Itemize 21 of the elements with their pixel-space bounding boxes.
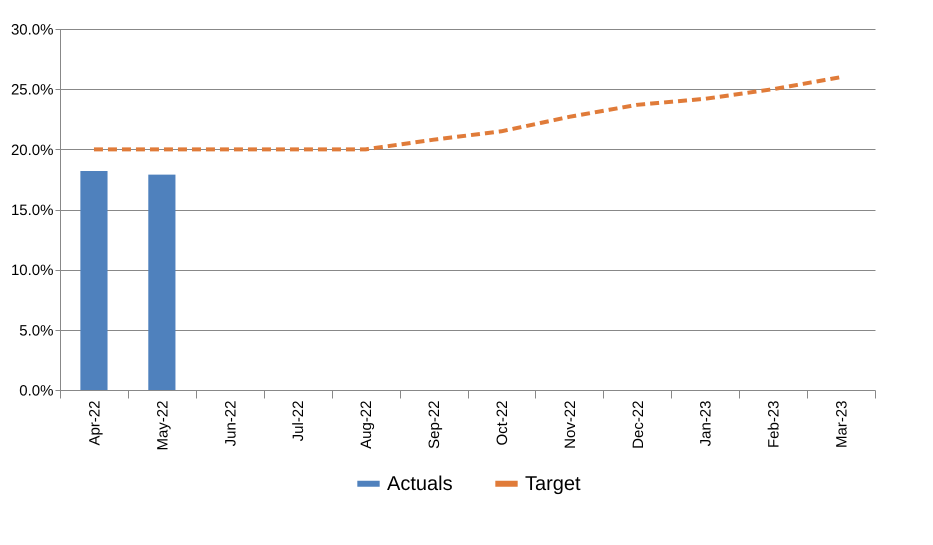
y-tick-label: 30.0%	[10, 22, 54, 38]
y-tick-label: 20.0%	[10, 142, 54, 159]
y-tick-label: 25.0%	[10, 82, 54, 99]
legend-label: Target	[525, 472, 582, 495]
x-tick-label: Aug-22	[358, 400, 376, 449]
x-tick-label: Jul-22	[290, 400, 308, 442]
y-tick-label: 10.0%	[10, 262, 54, 280]
x-tick-label: Mar-23	[834, 400, 851, 448]
x-tick-label: Jan-23	[698, 400, 715, 446]
x-tick-label: Sep-22	[426, 400, 444, 449]
x-tick-label: Jun-22	[222, 400, 240, 446]
x-tick-label: Oct-22	[494, 400, 511, 446]
x-tick-label: Feb-23	[766, 400, 783, 448]
y-tick-label: 0.0%	[19, 382, 54, 400]
y-tick-label: 5.0%	[19, 322, 54, 340]
y-tick-label: 15.0%	[10, 202, 54, 219]
x-tick-label: Dec-22	[630, 400, 647, 449]
x-tick-label: May-22	[154, 400, 172, 451]
x-tick-label: Apr-22	[86, 400, 104, 446]
legend-label: Actuals	[387, 472, 453, 495]
x-tick-label: Nov-22	[562, 400, 579, 449]
